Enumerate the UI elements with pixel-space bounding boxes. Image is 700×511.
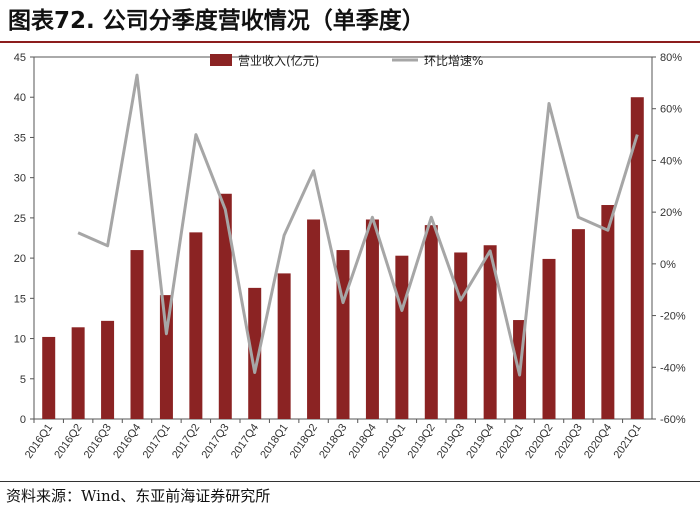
x-tick-label: 2020Q2 [523, 422, 555, 461]
x-tick-label: 2019Q2 [405, 422, 437, 461]
revenue-chart: 0 5 10 15 20 25 30 35 40 45 -60% -40% -20% 0% 20% 40% 6… [14, 52, 686, 461]
right-tick-label: 20% [660, 207, 682, 219]
right-tick-label: 60% [660, 104, 682, 116]
right-tick-label: -20% [660, 311, 686, 323]
x-tick-label: 2019Q1 [376, 422, 408, 461]
x-tick-label: 2016Q2 [52, 422, 84, 461]
bar-2019Q4 [483, 245, 497, 419]
x-tick-label: 2018Q4 [347, 422, 379, 461]
bar-2016Q1 [42, 336, 56, 419]
left-tick-label: 5 [20, 374, 26, 386]
x-tick-label: 2017Q1 [141, 422, 173, 461]
right-tick-label: -60% [660, 414, 686, 426]
x-tick-label: 2020Q4 [582, 422, 614, 461]
bar-2019Q3 [454, 252, 468, 419]
bar-2020Q2 [542, 258, 556, 419]
growth-line [77, 73, 639, 377]
x-tick-label: 2019Q4 [464, 422, 496, 461]
left-tick-label: 20 [14, 253, 26, 265]
x-axis: 2016Q12016Q22016Q32016Q42017Q12017Q22017… [23, 419, 644, 461]
left-tick-label: 30 [14, 173, 26, 185]
x-tick-label: 2021Q1 [611, 422, 643, 461]
legend-bar-swatch [210, 54, 232, 66]
bar-2017Q2 [189, 232, 203, 419]
bar-2020Q3 [571, 229, 585, 419]
right-tick-label: 0% [660, 259, 676, 271]
right-tick-label: 80% [660, 52, 682, 64]
bar-2019Q2 [424, 225, 438, 419]
right-y-axis: -60% -40% -20% 0% 20% 40% 60% 80% [652, 52, 686, 426]
legend: 营业收入(亿元) 环比增速% [210, 53, 483, 68]
left-tick-label: 10 [14, 334, 26, 346]
bar-2016Q4 [130, 250, 144, 419]
bar-2016Q2 [71, 327, 85, 419]
chart-title: 图表72. 公司分季度营收情况（单季度） [8, 8, 425, 34]
source-note: 资料来源：Wind、东亚前海证券研究所 [6, 487, 271, 505]
bar-2016Q3 [101, 320, 115, 419]
x-tick-label: 2016Q1 [23, 422, 55, 461]
title-divider [0, 41, 700, 43]
left-tick-label: 25 [14, 213, 26, 225]
bar-2017Q1 [159, 295, 173, 419]
source-divider [0, 481, 700, 482]
x-tick-label: 2017Q4 [229, 422, 261, 461]
x-tick-label: 2016Q3 [82, 422, 114, 461]
left-tick-label: 45 [14, 52, 26, 64]
legend-line-label: 环比增速% [424, 54, 483, 68]
x-tick-label: 2016Q4 [111, 422, 143, 461]
bar-2020Q4 [601, 205, 615, 419]
bar-2018Q2 [307, 219, 321, 419]
x-tick-label: 2018Q2 [288, 422, 320, 461]
right-tick-label: 40% [660, 155, 682, 167]
x-tick-label: 2017Q3 [199, 422, 231, 461]
left-tick-label: 15 [14, 293, 26, 305]
x-tick-label: 2020Q1 [494, 422, 526, 461]
left-tick-label: 0 [20, 414, 26, 426]
bar-2018Q4 [365, 219, 379, 419]
legend-bar-label: 营业收入(亿元) [238, 53, 319, 68]
x-tick-label: 2019Q3 [435, 422, 467, 461]
x-tick-label: 2018Q1 [258, 422, 290, 461]
bar-2017Q3 [218, 193, 232, 419]
left-tick-label: 40 [14, 92, 26, 104]
bar-series [42, 97, 644, 419]
bar-2019Q1 [395, 255, 409, 419]
x-tick-label: 2017Q2 [170, 422, 202, 461]
bar-2017Q4 [248, 287, 262, 419]
x-tick-label: 2018Q3 [317, 422, 349, 461]
bar-2021Q1 [630, 97, 644, 419]
left-y-axis: 0 5 10 15 20 25 30 35 40 45 [14, 52, 34, 426]
x-tick-label: 2020Q3 [553, 422, 585, 461]
left-tick-label: 35 [14, 132, 26, 144]
bar-2018Q1 [277, 273, 291, 419]
right-tick-label: -40% [660, 362, 686, 374]
growth-line-series [77, 73, 639, 377]
